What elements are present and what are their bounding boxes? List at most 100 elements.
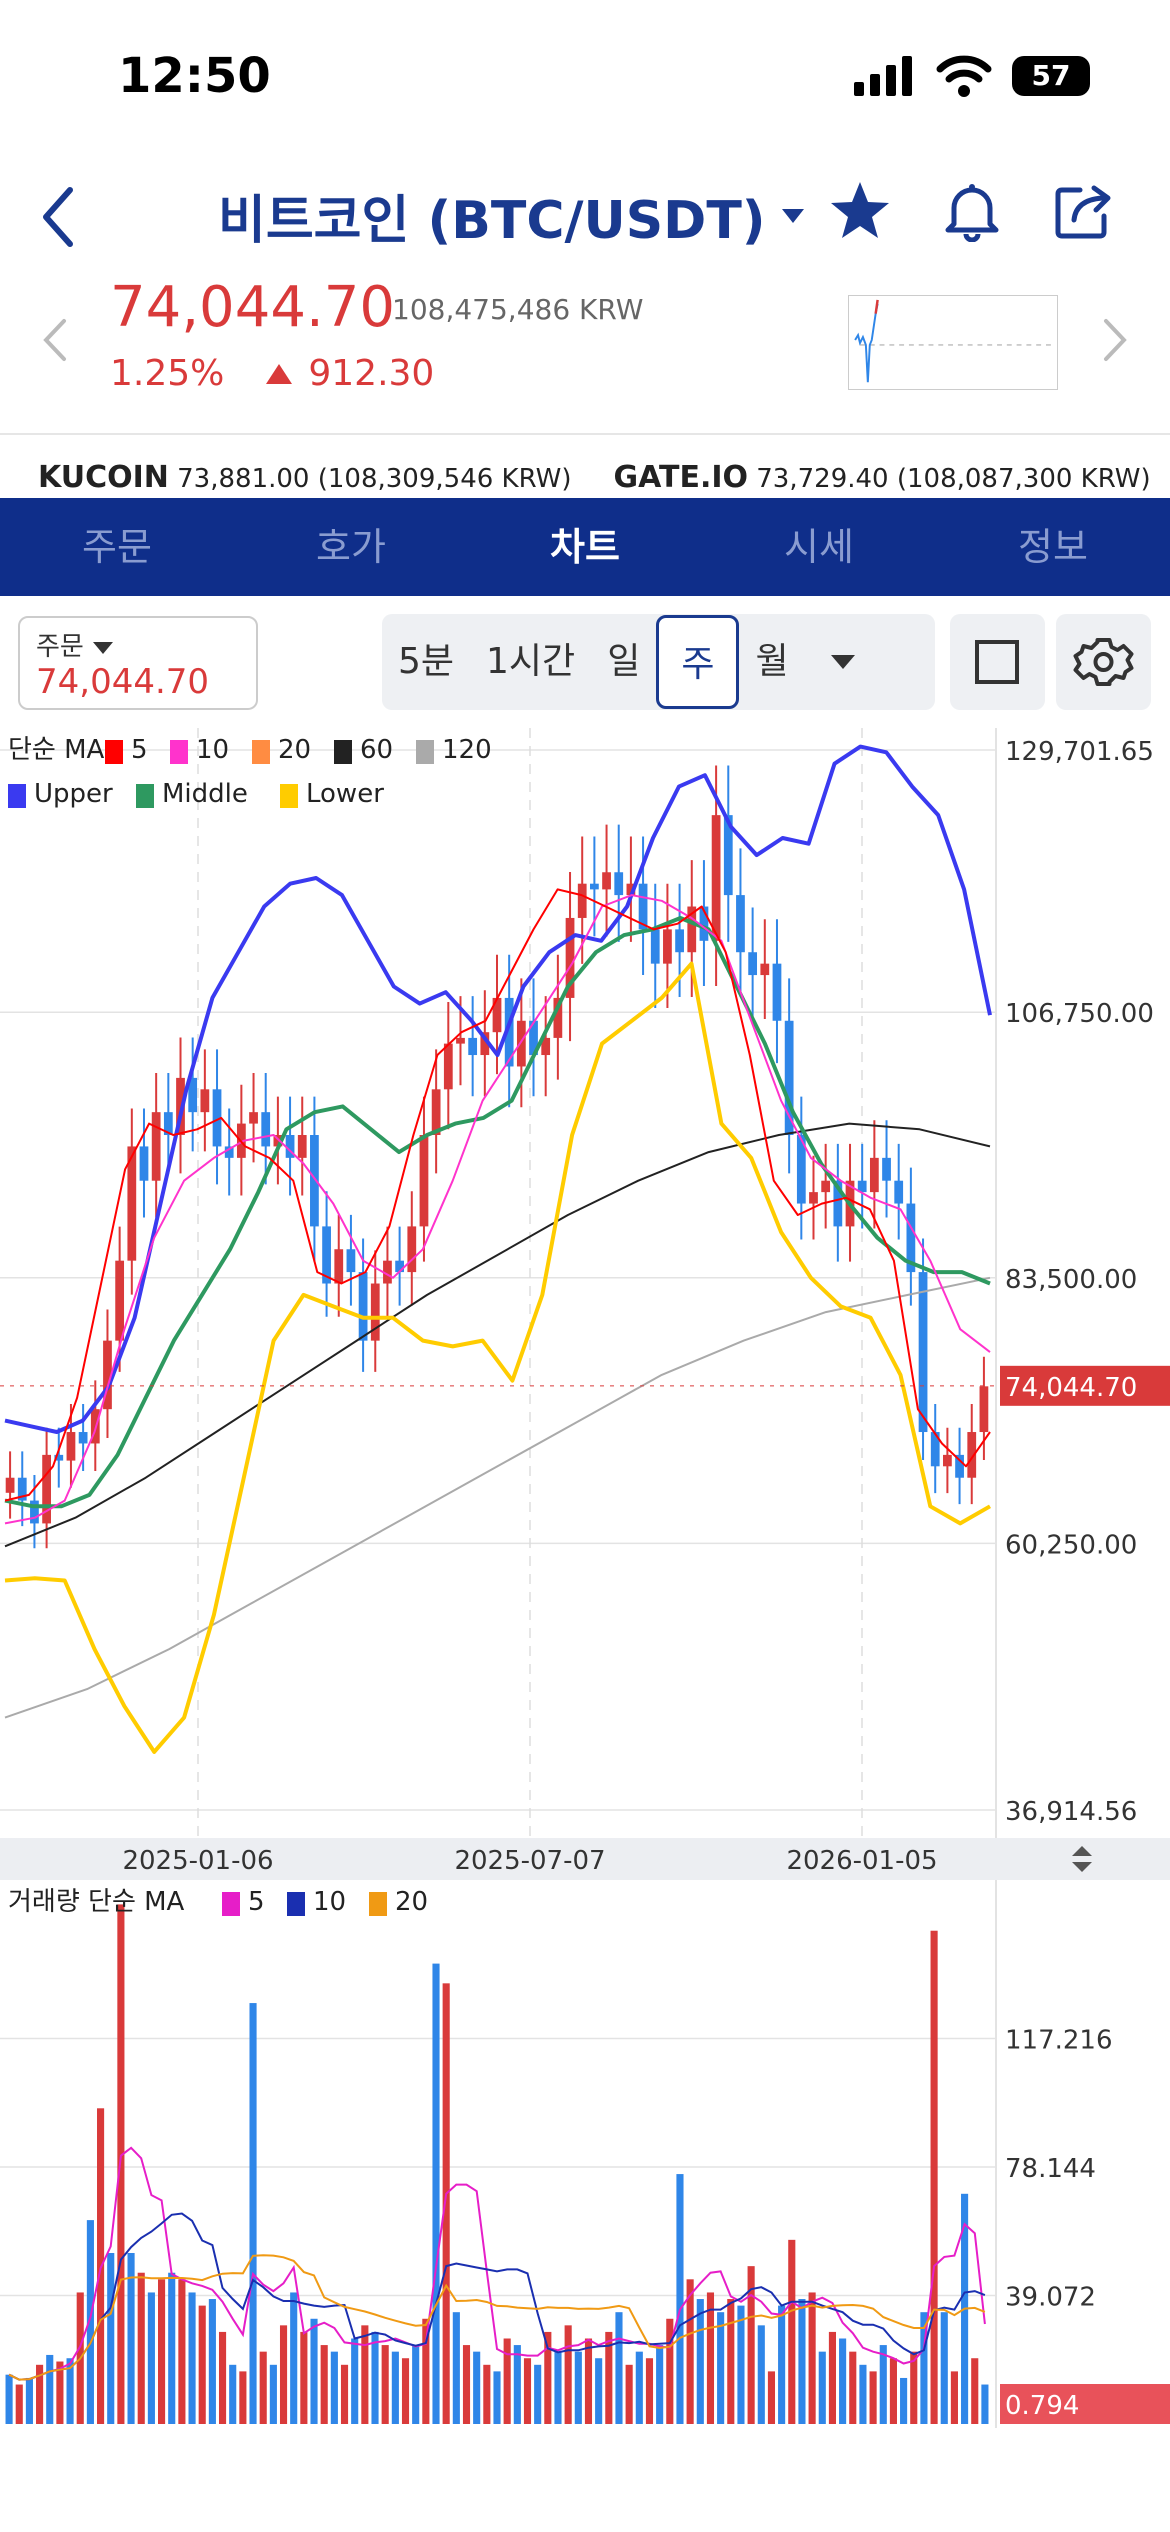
- period-month[interactable]: 월: [755, 641, 789, 682]
- legend-label: 20: [395, 1887, 428, 1917]
- volume-ma-lines: [8, 2146, 986, 2381]
- candle-body: [638, 883, 648, 930]
- candle-body: [663, 929, 672, 964]
- fullscreen-button[interactable]: [950, 614, 1045, 710]
- volume-bar: [46, 2354, 54, 2424]
- last-price-tag: [1000, 1365, 1170, 1406]
- status-bar: 12:50 57: [0, 0, 1170, 150]
- resize-up-icon: [1072, 1846, 1092, 1856]
- candles: [5, 765, 989, 1549]
- volume-bar: [25, 2377, 33, 2424]
- legend-swatch: [170, 740, 188, 764]
- legend-swatch: [280, 784, 298, 808]
- volume-bar: [401, 2358, 410, 2424]
- period-1hour[interactable]: 1시간: [486, 641, 576, 682]
- candle-body: [967, 1432, 977, 1478]
- price-tick-label: 60,250.00: [1005, 1530, 1137, 1560]
- price-summary: 74,044.70 108,475,486 KRW 1.25% 912.30: [0, 275, 1170, 435]
- bell-icon[interactable]: [940, 178, 1004, 242]
- date-tick-label: 2026-01-05: [786, 1846, 937, 1876]
- volume-bar: [503, 2338, 511, 2424]
- price-tick-label: 83,500.00: [1005, 1265, 1137, 1295]
- volume-bar: [676, 2174, 684, 2424]
- back-icon[interactable]: [38, 182, 78, 252]
- header: 비트코인 (BTC/USDT): [0, 170, 1170, 270]
- order-button[interactable]: 주문 74,044.70: [18, 616, 258, 710]
- candle-body: [869, 1157, 879, 1193]
- candle-body: [431, 1089, 441, 1136]
- volume-bar: [127, 2252, 135, 2424]
- price-chart[interactable]: 129,701.65 106,750.00 83,500.00 60,250.00 36…: [0, 728, 1170, 2428]
- candle-body: [249, 1112, 258, 1124]
- volume-bar: [249, 2003, 257, 2424]
- volume-bar: [157, 2279, 166, 2424]
- candle-body: [443, 1043, 453, 1090]
- candle-body: [955, 1454, 964, 1478]
- candle-body: [590, 883, 599, 890]
- tab-chart[interactable]: 차트: [550, 525, 620, 569]
- period-dropdown-icon[interactable]: [813, 647, 873, 677]
- divider: [0, 433, 1170, 435]
- volume-bar: [920, 2312, 928, 2424]
- volume-last-tag-label: 0.794: [1005, 2391, 1079, 2421]
- volume-bar: [747, 2266, 755, 2424]
- volume-bar: [452, 2312, 460, 2424]
- coin-selector[interactable]: 비트코인 (BTC/USDT): [218, 178, 806, 253]
- star-icon[interactable]: [828, 178, 892, 242]
- candle-body: [602, 872, 611, 890]
- volume-bar: [635, 2351, 643, 2424]
- candle-body: [297, 1135, 307, 1158]
- candle-body: [699, 906, 709, 941]
- volume-bar: [300, 2331, 308, 2424]
- indicator-lines: [4, 744, 992, 1754]
- candle-body: [833, 1180, 843, 1227]
- tab-market[interactable]: 시세: [784, 525, 854, 569]
- volume-bar: [513, 2345, 521, 2424]
- period-5min[interactable]: 5분: [398, 641, 455, 682]
- share-icon[interactable]: [1052, 178, 1116, 242]
- change-percent: 1.25%: [110, 353, 225, 394]
- volume-bar: [818, 2351, 826, 2424]
- volume-bar: [198, 2305, 206, 2424]
- exchange-name: GATE.IO: [613, 460, 748, 495]
- candle-body: [918, 1272, 928, 1433]
- last-price: 74,044.70: [110, 275, 396, 340]
- candle-body: [358, 1272, 368, 1341]
- period-week[interactable]: 주: [656, 615, 740, 709]
- candle-body: [163, 1112, 173, 1136]
- tab-orderbook[interactable]: 호가: [316, 525, 386, 569]
- tab-info[interactable]: 정보: [1018, 525, 1088, 569]
- candle-body: [103, 1340, 112, 1410]
- volume-bar: [595, 2358, 603, 2424]
- candle-body: [930, 1432, 940, 1467]
- chevron-left-icon[interactable]: [42, 317, 68, 363]
- volume-bar: [981, 2384, 989, 2424]
- chevron-right-icon[interactable]: [1102, 317, 1128, 363]
- settings-button[interactable]: [1056, 614, 1151, 710]
- exchange-item: GATE.IO 73,729.40 (108,087,300 KRW): [613, 460, 1150, 495]
- candle-body: [650, 929, 660, 964]
- period-day[interactable]: 일: [607, 641, 641, 682]
- volume-bar: [229, 2364, 237, 2424]
- volume-bar: [239, 2371, 247, 2424]
- volume-axis: 117.216 78.144 39.072 0.794: [1000, 2026, 1170, 2424]
- legend-label: 10: [196, 735, 229, 765]
- volume-bar: [564, 2325, 572, 2424]
- candle-body: [784, 1020, 794, 1136]
- candle-body: [224, 1146, 234, 1158]
- tab-order[interactable]: 주문: [82, 525, 152, 569]
- volume-bar: [940, 2312, 948, 2424]
- candle-body: [383, 1260, 392, 1284]
- volume-bar: [412, 2345, 420, 2424]
- mini-chart[interactable]: [848, 295, 1058, 390]
- candle-body: [675, 929, 684, 953]
- upper-band-line: [4, 744, 992, 1434]
- candle-body: [115, 1260, 125, 1341]
- legend-label: 5: [248, 1887, 265, 1917]
- volume-bar: [523, 2358, 532, 2424]
- triangle-up-icon: [266, 363, 293, 384]
- volume-bar: [950, 2371, 958, 2424]
- legend-swatch: [105, 740, 123, 764]
- legend-label: 120: [442, 735, 492, 765]
- volume-grid: [0, 2037, 996, 2297]
